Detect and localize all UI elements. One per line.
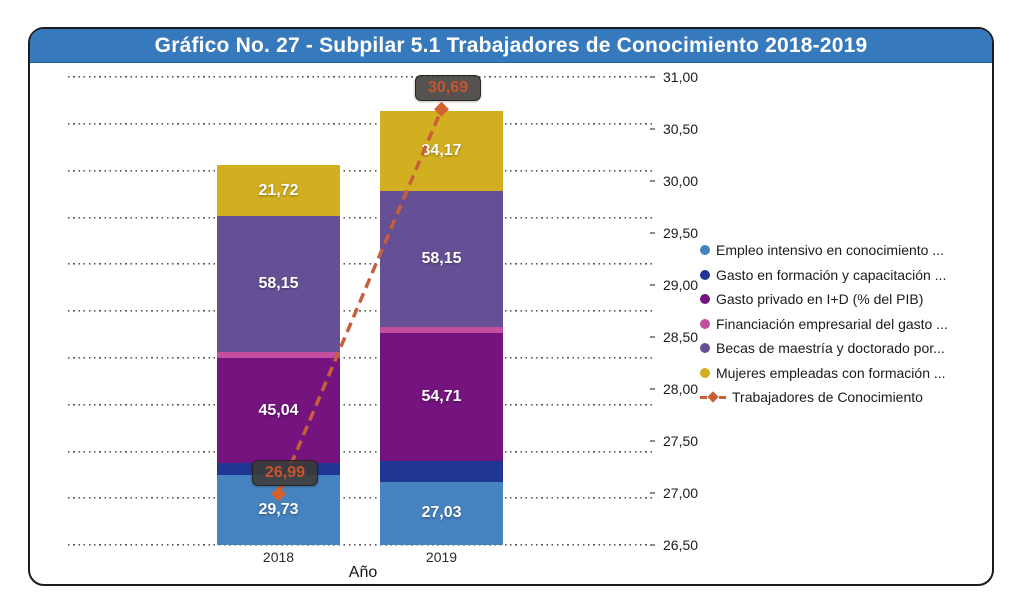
bar-segment-2018-s0: 29,73 [217, 475, 340, 545]
bar-segment-label: 27,03 [421, 504, 462, 522]
bar-segment-label: 58,15 [421, 250, 462, 268]
bar-segment-2019-s3 [380, 327, 503, 334]
gridline [68, 169, 655, 172]
legend-item: Empleo intensivo en conocimiento ... [700, 238, 948, 263]
legend-dot-icon [700, 343, 710, 354]
legend-label: Trabajadores de Conocimiento [732, 389, 923, 406]
x-axis-title: Año [348, 564, 378, 581]
gridline [68, 544, 655, 547]
bar-segment-2019-s1 [380, 461, 503, 482]
gridline [68, 497, 655, 500]
legend-dot-icon [700, 367, 710, 378]
secondary-axis-label: 30,00 [663, 173, 699, 189]
secondary-axis-label: 27,00 [663, 485, 699, 501]
legend-dot-icon [700, 269, 710, 280]
legend-label: Gasto en formación y capacitación ... [716, 266, 947, 283]
x-axis-category-label: 2018 [262, 549, 295, 565]
bar-segment-2019-s2: 54,71 [380, 333, 503, 462]
axis-tick [650, 388, 655, 390]
bar-segment-2019-s5: 34,17 [380, 111, 503, 192]
gridline [68, 263, 655, 266]
gridline [68, 403, 655, 406]
legend-label: Financiación empresarial del gasto ... [716, 315, 948, 332]
bar-segment-2019-s0: 27,03 [380, 481, 503, 545]
bar-segment-label: 29,73 [258, 501, 299, 519]
line-data-label: 26,99 [251, 459, 319, 486]
x-axis-category-label: 2019 [425, 549, 458, 565]
diamond-icon [707, 391, 719, 403]
axis-tick [650, 232, 655, 234]
legend-dash-diamond-icon [700, 391, 726, 403]
line-data-label: 30,69 [414, 74, 482, 101]
axis-tick [650, 284, 655, 286]
axis-tick [650, 180, 655, 182]
secondary-axis-label: 28,00 [663, 381, 699, 397]
legend-dot-icon [700, 318, 710, 329]
dash-icon [719, 396, 726, 399]
bar-segment-2018-s4: 58,15 [217, 215, 340, 352]
legend-dot-icon [700, 245, 710, 256]
chart-title: Gráfico No. 27 - Subpilar 5.1 Trabajador… [154, 33, 868, 57]
legend-item: Gasto privado en I+D (% del PIB) [700, 287, 948, 312]
chart-frame [28, 27, 994, 586]
gridline [68, 450, 655, 453]
gridline [68, 123, 655, 125]
axis-tick [650, 440, 655, 442]
bar-segment-2018-s3 [217, 352, 340, 359]
secondary-axis-label: 30,50 [663, 121, 699, 137]
axis-tick [650, 492, 655, 494]
bar-segment-label: 58,15 [258, 274, 299, 292]
axis-tick [650, 544, 655, 546]
secondary-axis-label: 31,00 [663, 69, 699, 85]
legend-item-line: Trabajadores de Conocimiento [700, 385, 948, 410]
chart-title-bar: Gráfico No. 27 - Subpilar 5.1 Trabajador… [30, 29, 992, 63]
secondary-axis-label: 28,50 [663, 329, 699, 345]
legend-label: Becas de maestría y doctorado por... [716, 340, 945, 357]
legend-label: Empleo intensivo en conocimiento ... [716, 242, 945, 259]
legend-label: Gasto privado en I+D (% del PIB) [716, 291, 924, 308]
gridline [68, 216, 655, 219]
gridline [68, 357, 655, 359]
bar-segment-2019-s4: 58,15 [380, 191, 503, 328]
secondary-axis-label: 27,50 [663, 433, 699, 449]
axis-tick [650, 128, 655, 130]
plot-area: 29,73 45,04 58,15 21,72 27,03 54,71 58,15 34,17… [68, 74, 655, 547]
legend-item: Gasto en formación y capacitación ... [700, 263, 948, 288]
axis-tick [650, 76, 655, 78]
legend-item: Becas de maestría y doctorado por... [700, 336, 948, 361]
bar-segment-label: 34,17 [421, 142, 462, 160]
gridline [68, 76, 655, 79]
legend-dot-icon [700, 294, 710, 305]
secondary-axis-label: 29,50 [663, 225, 699, 241]
dash-icon [700, 396, 707, 399]
bar-segment-2018-s5: 21,72 [217, 165, 340, 216]
legend: Empleo intensivo en conocimiento ... Gast… [700, 238, 948, 410]
secondary-axis-label: 29,00 [663, 277, 699, 293]
bar-segment-2018-s2: 45,04 [217, 358, 340, 464]
gridline [68, 310, 655, 313]
bar-segment-label: 54,71 [421, 388, 462, 406]
secondary-axis-label: 26,50 [663, 537, 699, 553]
legend-item: Mujeres empleadas con formación ... [700, 361, 948, 386]
axis-tick [650, 336, 655, 338]
legend-label: Mujeres empleadas con formación ... [716, 364, 946, 381]
bar-segment-label: 45,04 [258, 401, 299, 419]
bar-segment-label: 21,72 [258, 181, 299, 199]
legend-item: Financiación empresarial del gasto ... [700, 312, 948, 337]
